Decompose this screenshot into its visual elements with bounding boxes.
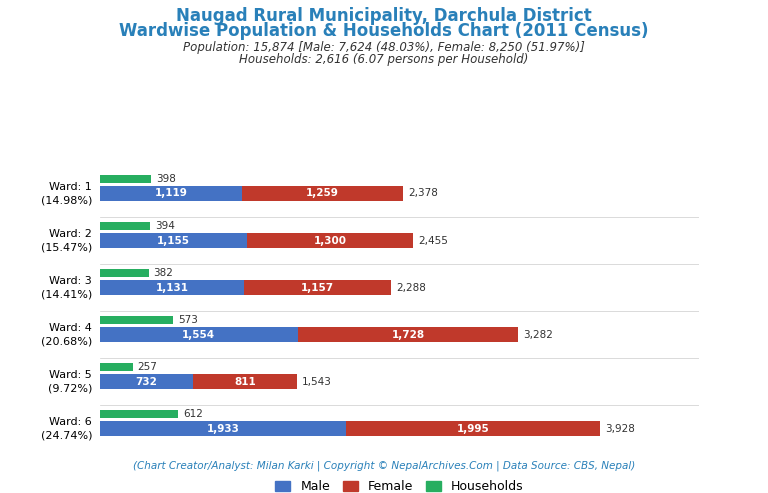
Text: 1,995: 1,995 [457, 423, 490, 434]
Text: 1,155: 1,155 [157, 236, 190, 246]
Text: 1,131: 1,131 [155, 282, 188, 292]
Bar [100, 316, 173, 324]
Legend: Male, Female, Households: Male, Female, Households [270, 475, 528, 493]
Text: Population: 15,874 [Male: 7,624 (48.03%), Female: 8,250 (51.97%)]: Population: 15,874 [Male: 7,624 (48.03%)… [183, 41, 585, 54]
Text: 398: 398 [156, 174, 176, 184]
Text: 1,157: 1,157 [301, 282, 334, 292]
Text: 2,455: 2,455 [418, 236, 448, 246]
Bar [100, 410, 178, 418]
Bar [100, 233, 247, 248]
Text: Wardwise Population & Households Chart (2011 Census): Wardwise Population & Households Chart (… [119, 22, 649, 40]
Text: 2,378: 2,378 [408, 188, 438, 199]
Text: 1,728: 1,728 [392, 330, 425, 340]
Bar [346, 421, 601, 436]
Bar [100, 280, 244, 295]
Text: 1,933: 1,933 [207, 423, 240, 434]
Bar [100, 363, 133, 371]
Text: 1,259: 1,259 [306, 188, 339, 199]
Bar [100, 222, 150, 230]
Bar [100, 186, 243, 201]
Bar [100, 327, 298, 342]
Text: 257: 257 [137, 362, 157, 372]
Text: 3,282: 3,282 [523, 330, 553, 340]
Text: Households: 2,616 (6.07 persons per Household): Households: 2,616 (6.07 persons per Hous… [240, 53, 528, 66]
Text: 732: 732 [135, 377, 157, 387]
Text: Naugad Rural Municipality, Darchula District: Naugad Rural Municipality, Darchula Dist… [176, 7, 592, 26]
Bar [193, 374, 296, 389]
Text: 382: 382 [154, 268, 174, 278]
Text: 1,300: 1,300 [313, 236, 346, 246]
Text: 573: 573 [178, 315, 198, 325]
Text: 2,288: 2,288 [396, 282, 426, 292]
Bar [247, 233, 412, 248]
Text: (Chart Creator/Analyst: Milan Karki | Copyright © NepalArchives.Com | Data Sourc: (Chart Creator/Analyst: Milan Karki | Co… [133, 460, 635, 471]
Text: 394: 394 [155, 221, 175, 231]
Text: 612: 612 [183, 409, 203, 419]
Bar [100, 421, 346, 436]
Text: 1,119: 1,119 [154, 188, 187, 199]
Bar [244, 280, 392, 295]
Bar [100, 269, 148, 277]
Text: 811: 811 [234, 377, 256, 387]
Text: 1,554: 1,554 [182, 330, 216, 340]
Text: 3,928: 3,928 [606, 423, 635, 434]
Bar [100, 175, 151, 183]
Bar [243, 186, 403, 201]
Text: 1,543: 1,543 [302, 377, 332, 387]
Bar [100, 374, 193, 389]
Bar [298, 327, 518, 342]
